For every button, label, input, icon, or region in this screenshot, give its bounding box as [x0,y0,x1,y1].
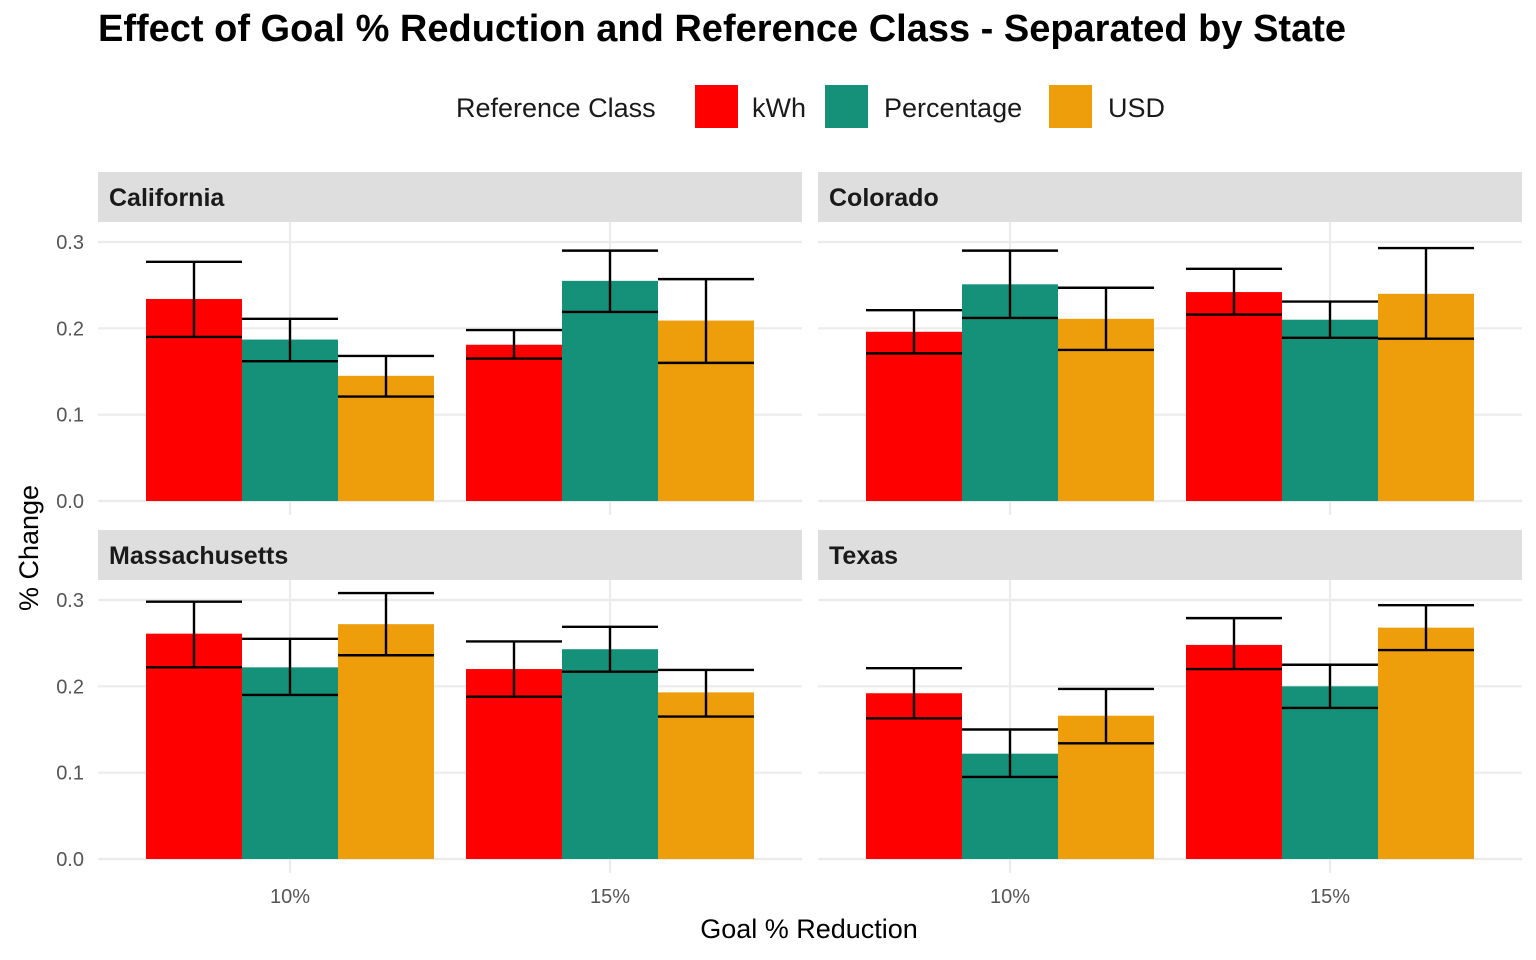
facet-texas: Texas 10% 15% [818,530,1522,908]
bar-usd-15 [658,692,754,859]
facet-strip [98,172,802,222]
bar-percentage-10 [242,339,338,501]
x-tick-label: 15% [590,886,630,908]
legend-title: Reference Class [456,93,656,123]
bar-percentage-15 [1282,686,1378,859]
bar-usd-15 [1378,627,1474,859]
bar-percentage-15 [562,649,658,859]
y-tick-label: 0.2 [56,676,84,698]
legend-label-kwh: kWh [752,93,806,123]
facet-strip [818,172,1522,222]
y-tick-label: 0.0 [56,849,84,871]
facet-strip-label: Texas [829,542,898,570]
legend-key-percentage [825,85,868,128]
legend: Reference Class kWh Percentage USD [456,85,1165,128]
y-tick-label: 0.1 [56,405,84,427]
chart-title: Effect of Goal % Reduction and Reference… [98,8,1346,50]
y-axis-title: % Change [14,485,44,611]
x-tick-label: 10% [270,886,310,908]
y-tick-label: 0.3 [56,590,84,612]
bar-percentage-15 [562,280,658,501]
axes: Goal % Reduction % Change [14,485,918,944]
bar-kwh-10 [866,693,962,859]
bar-kwh-15 [1186,644,1282,859]
facet-panels: California 0.0 0.1 0.2 0.3 Colorado Massachuse… [56,172,1522,908]
bar-percentage-10 [242,667,338,859]
bar-kwh-15 [1186,292,1282,501]
facet-massachusetts: Massachusetts 0.0 0.1 0.2 0.3 10% 15% [56,530,802,908]
y-tick-label: 0.1 [56,763,84,785]
y-tick-label: 0.0 [56,491,84,513]
facet-strip [818,530,1522,580]
facet-strip-label: Colorado [829,184,939,212]
facet-strip [98,530,802,580]
bar-percentage-10 [962,284,1058,501]
facet-california: California 0.0 0.1 0.2 0.3 [56,172,802,515]
x-tick-label: 10% [990,886,1030,908]
facet-colorado: Colorado [818,172,1522,515]
x-axis-title: Goal % Reduction [700,914,918,944]
bar-kwh-10 [866,331,962,501]
facet-strip-label: California [109,184,225,212]
legend-key-kwh [695,85,738,128]
bar-kwh-15 [466,344,562,501]
y-tick-label: 0.3 [56,232,84,254]
y-tick-label: 0.2 [56,318,84,340]
legend-label-percentage: Percentage [884,93,1022,123]
legend-label-usd: USD [1108,93,1165,123]
bar-percentage-15 [1282,319,1378,501]
bar-kwh-15 [466,669,562,859]
bar-kwh-10 [146,633,242,859]
facet-strip-label: Massachusetts [109,542,288,570]
x-tick-label: 15% [1310,886,1350,908]
legend-key-usd [1049,85,1092,128]
bar-usd-10 [338,624,434,859]
